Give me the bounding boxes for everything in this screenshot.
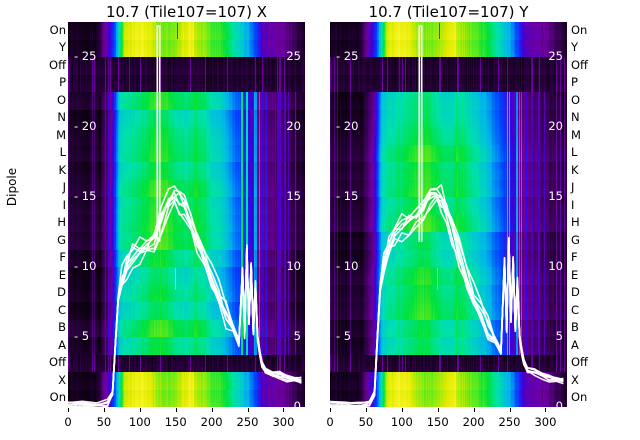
category-tick-15: D (57, 285, 66, 300)
category-tick-2: Off (571, 57, 588, 72)
category-tick-13: F (571, 250, 578, 265)
category-tick-13: F (59, 250, 66, 265)
category-tick-21: On (571, 390, 588, 405)
category-tick-1: Y (58, 40, 66, 55)
x-tickmark-left-300 (283, 408, 285, 412)
category-tick-11: H (57, 215, 66, 230)
category-tick-16: C (571, 302, 580, 317)
category-tick-14: E (571, 267, 579, 282)
trace-line-0 (68, 199, 302, 407)
category-tick-14: E (58, 267, 66, 282)
panel-title-left: 10.7 (Tile107=107) X (105, 3, 267, 21)
x-tickmark-left-200 (211, 408, 213, 412)
category-tick-5: N (571, 110, 580, 125)
x-tick-label-right-300: 300 (534, 415, 557, 429)
trace-line-1 (68, 201, 302, 407)
category-tick-15: D (571, 285, 580, 300)
overlay-trace-left (68, 25, 302, 407)
category-tick-0: On (49, 22, 66, 37)
trace-line-6 (330, 183, 564, 405)
x-tick-label-right-150: 150 (426, 415, 449, 429)
x-tick-label-left-100: 100 (128, 415, 151, 429)
category-tick-9: J (62, 180, 66, 195)
heatmap-panel-right[interactable] (330, 22, 567, 407)
category-tick-3: P (59, 75, 66, 90)
category-tick-12: G (57, 232, 66, 247)
trace-line-6 (68, 185, 302, 404)
x-tickmark-left-50 (103, 408, 105, 412)
trace-line-2 (68, 197, 302, 407)
category-tick-18: A (571, 337, 579, 352)
category-tick-9: J (571, 180, 575, 195)
category-tick-4: O (56, 92, 66, 107)
x-tick-label-right-200: 200 (462, 415, 485, 429)
category-tick-8: K (58, 162, 66, 177)
y-axis-label: Dipole (5, 167, 19, 207)
category-tick-1: Y (571, 40, 579, 55)
trace-line-1 (330, 199, 564, 407)
category-tick-0: On (571, 22, 588, 37)
x-tickmark-right-250 (509, 408, 511, 412)
category-tick-19: Off (571, 355, 588, 370)
panel-title-right: 10.7 (Tile107=107) Y (368, 3, 529, 21)
x-tick-label-left-250: 250 (236, 415, 259, 429)
category-tick-19: Off (49, 355, 66, 370)
category-tick-10: I (571, 197, 575, 212)
x-tickmark-right-200 (473, 408, 475, 412)
category-tick-20: X (571, 372, 579, 387)
category-tick-16: C (57, 302, 66, 317)
x-tick-label-left-300: 300 (272, 415, 295, 429)
x-tickmark-left-150 (175, 408, 177, 412)
category-tick-2: Off (49, 57, 66, 72)
x-tickmark-left-250 (247, 408, 249, 412)
x-tick-label-left-50: 50 (96, 415, 112, 429)
x-tickmark-right-0 (330, 408, 331, 412)
overlay-spike (418, 25, 423, 242)
category-tick-8: K (571, 162, 579, 177)
x-tick-label-left-0: 0 (64, 415, 72, 429)
x-tick-label-right-250: 250 (498, 415, 521, 429)
overlay-trace-right (330, 25, 564, 407)
category-tick-17: B (571, 320, 579, 335)
category-tick-12: G (571, 232, 580, 247)
x-tickmark-right-100 (401, 408, 403, 412)
category-tick-20: X (58, 372, 66, 387)
category-tick-17: B (58, 320, 66, 335)
x-tick-label-right-100: 100 (390, 415, 413, 429)
category-tick-6: M (56, 127, 66, 142)
category-tick-3: P (571, 75, 578, 90)
x-tickmark-right-50 (365, 408, 367, 412)
category-tick-7: L (59, 145, 66, 160)
x-tick-label-right-50: 50 (358, 415, 374, 429)
x-tick-label-left-200: 200 (200, 415, 223, 429)
x-tick-label-right-0: 0 (326, 415, 334, 429)
trace-line-0 (330, 195, 564, 407)
category-tick-21: On (49, 390, 66, 405)
x-tickmark-right-150 (437, 408, 439, 412)
category-tick-10: I (62, 197, 66, 212)
category-tick-11: H (571, 215, 580, 230)
category-tick-18: A (58, 337, 66, 352)
overlay-spike (156, 25, 161, 242)
x-tickmark-right-300 (545, 408, 547, 412)
category-tick-6: M (571, 127, 581, 142)
heatmap-panel-left[interactable] (68, 22, 305, 407)
category-tick-4: O (571, 92, 581, 107)
category-tick-5: N (57, 110, 66, 125)
x-tickmark-left-100 (139, 408, 141, 412)
x-tickmark-left-0 (68, 408, 69, 412)
x-tick-label-left-150: 150 (164, 415, 187, 429)
category-tick-7: L (571, 145, 578, 160)
